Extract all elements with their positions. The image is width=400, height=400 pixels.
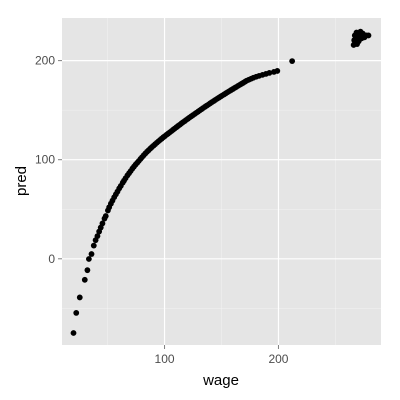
data-point bbox=[274, 68, 281, 74]
data-point bbox=[85, 256, 92, 262]
data-points bbox=[70, 28, 372, 336]
data-point bbox=[365, 32, 372, 39]
data-point bbox=[88, 251, 95, 257]
y-tick-label: 0 bbox=[48, 252, 55, 266]
data-point bbox=[102, 213, 109, 219]
data-point bbox=[81, 276, 88, 283]
data-point bbox=[84, 267, 91, 274]
x-axis-ticks: 100 200 bbox=[155, 345, 289, 366]
data-point bbox=[90, 242, 97, 249]
data-point bbox=[289, 58, 296, 65]
data-point bbox=[70, 330, 77, 336]
data-point bbox=[76, 294, 83, 301]
y-axis-title: pred bbox=[13, 166, 30, 196]
data-point bbox=[266, 69, 273, 76]
y-tick-label: 100 bbox=[35, 153, 55, 167]
minor-gridlines bbox=[62, 18, 381, 345]
data-point bbox=[94, 233, 101, 239]
data-point bbox=[99, 220, 106, 227]
y-axis-ticks: 0 100 200 bbox=[35, 54, 62, 266]
x-axis-title: wage bbox=[202, 372, 239, 389]
y-tick-label: 200 bbox=[35, 54, 55, 68]
data-point bbox=[73, 309, 80, 316]
x-tick-label: 100 bbox=[155, 352, 175, 366]
x-tick-label: 200 bbox=[268, 352, 288, 366]
